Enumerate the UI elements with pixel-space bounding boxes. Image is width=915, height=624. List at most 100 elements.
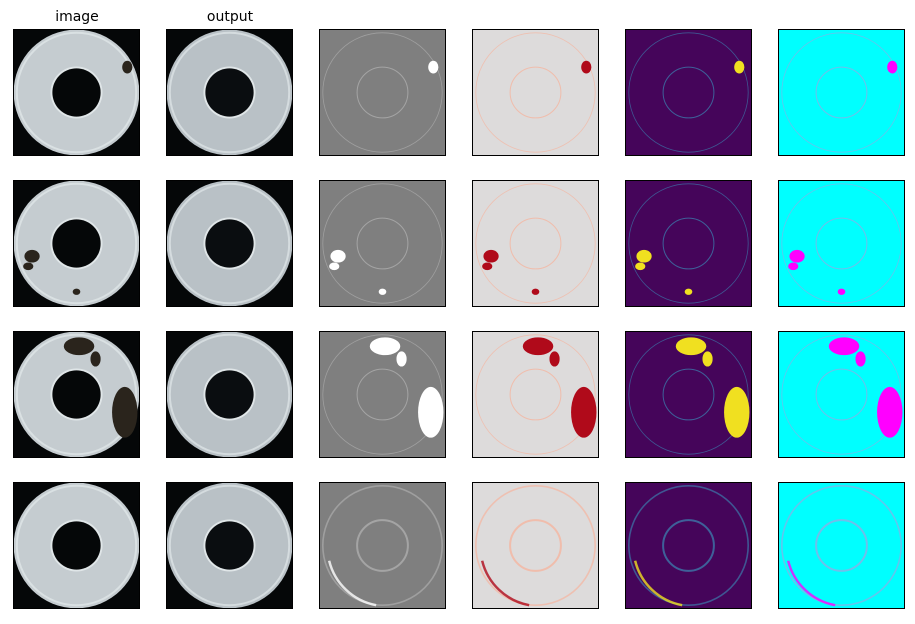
defect: [23, 262, 34, 271]
inner-edge: [662, 519, 715, 572]
image-cell: [778, 180, 905, 307]
defect: [418, 386, 444, 438]
background: [319, 482, 446, 609]
cell-frame: [166, 331, 293, 458]
defect: [788, 262, 799, 271]
cell-content: [319, 482, 446, 609]
background: [778, 29, 905, 156]
defect: [877, 386, 903, 438]
outer-edge: [781, 32, 902, 153]
defect: [522, 337, 554, 356]
background: [625, 29, 752, 156]
inner-edge: [509, 368, 562, 421]
cell-content: [472, 180, 599, 307]
washer-hole: [205, 219, 254, 268]
image-cell: [472, 331, 599, 458]
inner-edge: [509, 519, 562, 572]
cell-content: [166, 482, 293, 609]
outer-edge: [322, 334, 443, 455]
defect: [702, 351, 713, 367]
cell-content: [625, 180, 752, 307]
cell-content: [319, 331, 446, 458]
cell-frame: [13, 482, 140, 609]
cell-content: [472, 331, 599, 458]
outer-edge: [475, 334, 596, 455]
washer-hole: [52, 68, 101, 117]
image-cell: [13, 180, 140, 307]
image-cell: [166, 331, 293, 458]
image-cell: [625, 482, 752, 609]
background: [319, 180, 446, 307]
image-cell: [166, 482, 293, 609]
inner-edge: [815, 368, 868, 421]
washer-edge: [15, 484, 138, 607]
cell-content: [13, 29, 140, 156]
inner-edge: [662, 217, 715, 270]
image-cell: [319, 180, 446, 307]
cell-content: [166, 331, 293, 458]
cell-frame: [166, 180, 293, 307]
image-cell: [166, 180, 293, 307]
inner-edge: [356, 217, 409, 270]
defect: [72, 288, 81, 295]
washer-edge: [15, 333, 138, 456]
cell-content: [472, 29, 599, 156]
washer-edge: [168, 31, 291, 154]
cell-content: [625, 29, 752, 156]
defect: [24, 249, 40, 263]
cell-content: [13, 180, 140, 307]
column-title: image: [55, 9, 99, 25]
image-cell: [625, 180, 752, 307]
cell-frame: [472, 180, 599, 307]
outer-edge: [322, 485, 443, 606]
inner-edge: [662, 368, 715, 421]
defect: [855, 351, 866, 367]
cell-frame: [778, 331, 905, 458]
outer-edge: [781, 334, 902, 455]
cell-content: [319, 29, 446, 156]
washer-hole: [205, 68, 254, 117]
outer-edge: [322, 32, 443, 153]
cell-content: [166, 180, 293, 307]
cell-frame: [472, 331, 599, 458]
defect: [724, 386, 750, 438]
image-cell: [472, 29, 599, 156]
defect: [329, 262, 340, 271]
outer-edge: [475, 183, 596, 304]
defect: [428, 60, 439, 74]
defect: [675, 337, 707, 356]
defect: [635, 262, 646, 271]
cell-frame: [13, 29, 140, 156]
defect: [828, 337, 860, 356]
image-cell: [472, 482, 599, 609]
image-cell: [778, 482, 905, 609]
cell-content: [13, 482, 140, 609]
washer-hole: [52, 370, 101, 419]
cell-frame: [778, 180, 905, 307]
washer-hole: [52, 219, 101, 268]
image-cell: [319, 482, 446, 609]
washer-edge: [15, 182, 138, 305]
washer-edge: [168, 182, 291, 305]
inner-edge: [509, 217, 562, 270]
cell-content: [778, 180, 905, 307]
cell-content: [166, 29, 293, 156]
inner-edge: [356, 66, 409, 119]
cell-frame: [778, 482, 905, 609]
cell-frame: [319, 180, 446, 307]
cell-content: [625, 482, 752, 609]
background: [778, 482, 905, 609]
cell-frame: [166, 482, 293, 609]
image-cell: [625, 331, 752, 458]
defect: [581, 60, 592, 74]
washer-edge: [168, 484, 291, 607]
defect: [837, 288, 846, 295]
outer-edge: [475, 32, 596, 153]
defect: [549, 351, 560, 367]
image-cell: [778, 331, 905, 458]
cell-frame: [472, 482, 599, 609]
edge-defect: [633, 560, 683, 607]
edge-defect: [480, 560, 530, 607]
inner-edge: [815, 217, 868, 270]
washer-hole: [52, 521, 101, 570]
